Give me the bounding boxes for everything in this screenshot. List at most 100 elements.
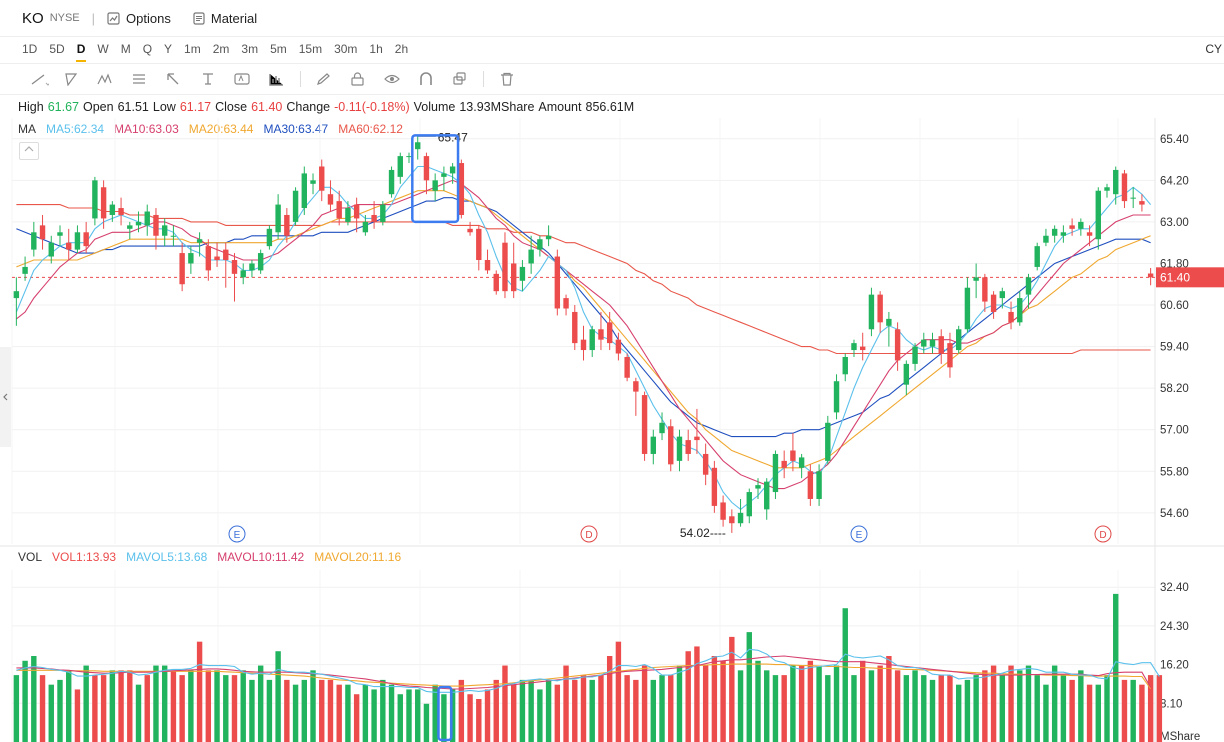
candle [685, 429, 691, 461]
candle [214, 242, 220, 267]
period-tab[interactable]: 1m [184, 42, 201, 56]
candle [1025, 273, 1032, 309]
period-tab[interactable]: 2m [212, 42, 230, 56]
trend-line-icon[interactable] [22, 68, 56, 90]
volume-bar [109, 670, 116, 742]
volume-bar [912, 670, 918, 742]
candle [877, 291, 883, 333]
options-button[interactable]: Options [107, 11, 171, 26]
period-tab[interactable]: 1D [22, 42, 38, 56]
candle [275, 194, 281, 240]
fibonacci-icon[interactable] [124, 68, 158, 90]
symbol-code[interactable]: KO [22, 9, 44, 27]
candle-body [1121, 173, 1128, 202]
candle-body [406, 156, 412, 158]
candle-body [205, 246, 212, 271]
period-tab[interactable]: 1h [369, 42, 383, 56]
period-tab[interactable]: 3m [241, 42, 259, 56]
candle-body [929, 339, 936, 347]
vol-legend-title[interactable]: VOL [18, 550, 43, 564]
side-panel-handle[interactable] [0, 347, 11, 447]
candle [833, 374, 840, 420]
volume-bar [685, 651, 691, 742]
volume-bar [301, 679, 307, 742]
candle-body [118, 208, 124, 215]
magnet-icon[interactable] [409, 68, 443, 90]
y-tick-label: 64.20 [1160, 175, 1189, 187]
volume-bar [990, 665, 997, 742]
price-range-icon[interactable] [192, 68, 226, 90]
high-value: 61.67 [47, 100, 79, 114]
volume-bar [100, 675, 107, 742]
candle-body [615, 339, 622, 354]
period-tab[interactable]: 5m [270, 42, 287, 56]
pencil-icon[interactable] [307, 68, 341, 90]
period-tab[interactable]: 15m [298, 42, 323, 56]
candle [563, 294, 569, 316]
document-icon [193, 11, 205, 25]
change-value: -0.11(-0.18%) [334, 100, 410, 114]
period-tab[interactable]: 2h [394, 42, 409, 56]
clone-icon[interactable] [443, 68, 477, 90]
candle-body [702, 453, 709, 475]
candle [467, 221, 473, 236]
triangle-tool-icon[interactable] [56, 68, 90, 90]
currency-label[interactable]: CY [1205, 42, 1222, 56]
last-price-tag [1156, 267, 1224, 288]
candle-body [1147, 273, 1154, 278]
volume-bar [868, 670, 875, 742]
period-tab[interactable]: M [120, 42, 131, 56]
candle [842, 353, 848, 382]
period-tab[interactable]: W [97, 42, 109, 56]
period-tab[interactable]: 30m [334, 42, 358, 56]
ma-legend-title[interactable]: MA [18, 122, 36, 136]
volume-bar [415, 689, 421, 742]
candle [135, 211, 142, 233]
candle-body [842, 356, 848, 375]
candle [572, 305, 578, 351]
candle [537, 235, 543, 257]
candle-body [196, 239, 203, 243]
volume-bar [1147, 675, 1154, 742]
collapse-toggle[interactable] [19, 142, 39, 160]
volume-bar [1051, 665, 1058, 742]
volume-bar [1113, 593, 1119, 742]
candle [397, 152, 403, 184]
period-tab[interactable]: Q [142, 42, 153, 56]
volume-profile-icon[interactable] [260, 68, 294, 90]
volume-bar [572, 679, 578, 742]
candle [903, 360, 910, 396]
arrow-icon[interactable] [158, 68, 192, 90]
candle [284, 208, 290, 243]
options-label: Options [126, 10, 171, 26]
volume-bar [641, 665, 648, 742]
event-marker [850, 525, 868, 543]
volume-bar [921, 675, 927, 742]
candle-body [606, 322, 613, 344]
period-tab[interactable]: D [71, 42, 92, 62]
candle [1034, 242, 1040, 271]
change-label: Change [286, 100, 331, 114]
material-button[interactable]: Material [193, 11, 257, 26]
candle-body [327, 194, 334, 205]
volume-bar [545, 679, 552, 742]
lock-icon[interactable] [341, 68, 375, 90]
candle [380, 201, 386, 226]
eye-icon[interactable] [375, 68, 409, 90]
trash-icon[interactable] [490, 68, 524, 90]
candle-body [353, 204, 360, 219]
volume-bar [153, 665, 159, 742]
candle [92, 176, 98, 226]
candle-body [284, 214, 290, 236]
period-tab[interactable]: 5D [49, 42, 65, 56]
candle [668, 419, 674, 472]
close-value: 61.40 [251, 100, 283, 114]
chevron-up-icon [24, 146, 34, 152]
pattern-icon[interactable] [90, 68, 124, 90]
period-tab[interactable]: Y [164, 42, 173, 56]
candle [519, 260, 526, 292]
volume-bar [1008, 665, 1014, 742]
text-label-icon[interactable] [226, 68, 260, 90]
candle [249, 260, 255, 278]
